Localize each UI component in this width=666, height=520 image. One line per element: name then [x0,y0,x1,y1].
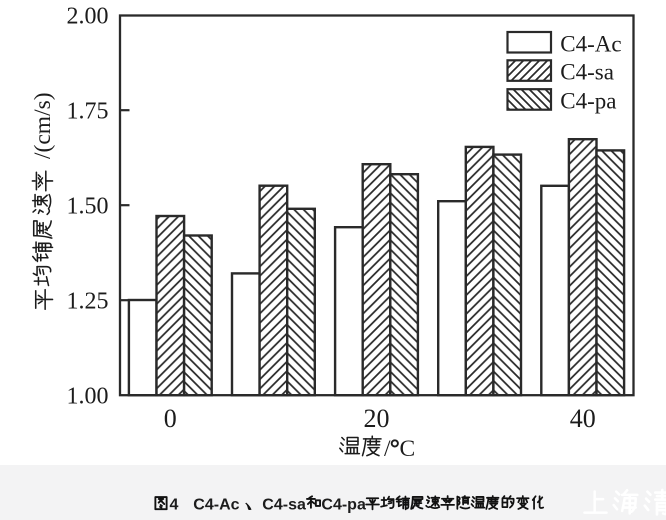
svg-text:C4-pa: C4-pa [321,497,366,514]
svg-text:/(cm/s): /(cm/s) [30,92,56,159]
svg-text:1.00: 1.00 [67,383,109,409]
svg-text:C4-Ac: C4-Ac [193,497,239,514]
svg-text:C4-sa: C4-sa [560,60,614,85]
svg-text:2.00: 2.00 [67,3,109,29]
svg-text:40: 40 [570,404,596,433]
svg-text:1.50: 1.50 [67,193,109,219]
svg-text:C4-pa: C4-pa [560,89,616,114]
svg-text:C4-sa: C4-sa [262,497,306,514]
svg-text:1.25: 1.25 [67,288,109,314]
svg-text:C4-Ac: C4-Ac [560,31,621,56]
svg-text:1.75: 1.75 [67,98,109,124]
svg-text:4: 4 [170,497,179,514]
svg-text:/: / [384,436,391,462]
svg-text:20: 20 [364,404,390,433]
svg-text:0: 0 [164,404,177,433]
svg-text:C: C [400,436,416,462]
